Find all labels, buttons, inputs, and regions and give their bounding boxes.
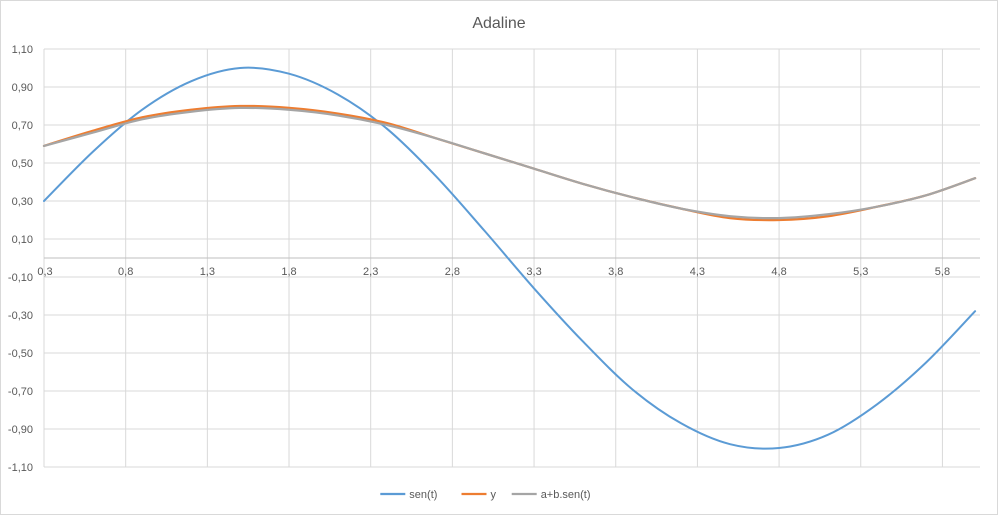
y-tick-label: 0,90 (12, 82, 33, 94)
y-tick-label: -0,70 (8, 386, 33, 398)
x-tick-label: 0,8 (118, 266, 133, 278)
x-axis-ticks: 0,3 0,8 1,3 1,8 2,3 2,8 3,3 3,8 4,3 4,8 5,3 5,8 (37, 266, 950, 278)
chart-title: Adaline (472, 15, 525, 32)
gridlines (43, 48, 980, 468)
x-tick-label: 4,3 (690, 266, 705, 278)
y-tick-label: -0,30 (8, 310, 33, 322)
series-line-2 (42, 106, 977, 220)
legend: sen(t) y a+b.sen(t) (380, 489, 591, 501)
y-axis-ticks: 1,10 0,90 0,70 0,50 0,30 0,10 -0,10 -0,30 -0,50 -… (8, 44, 33, 474)
y-tick-label: 0,50 (12, 158, 33, 170)
x-tick-label: 3,3 (526, 266, 541, 278)
series-line-0 (43, 66, 977, 450)
series-lines (42, 66, 977, 450)
x-tick-label: 5,8 (935, 266, 950, 278)
legend-label: sen(t) (409, 489, 437, 501)
y-tick-label: 0,70 (12, 120, 33, 132)
y-tick-label: -1,10 (8, 462, 33, 474)
x-tick-label: 2,8 (445, 266, 460, 278)
y-tick-label: 1,10 (12, 44, 33, 56)
x-tick-label: 0,3 (37, 266, 52, 278)
y-tick-label: -0,50 (8, 348, 33, 360)
y-tick-label: 0,30 (12, 196, 33, 208)
x-tick-label: 1,3 (200, 266, 215, 278)
legend-label: y (491, 489, 497, 501)
y-tick-label: -0,10 (8, 272, 33, 284)
x-tick-label: 3,8 (608, 266, 623, 278)
y-tick-label: 0,10 (12, 234, 33, 246)
y-tick-label: -0,90 (8, 424, 33, 436)
x-tick-label: 1,8 (281, 266, 296, 278)
x-tick-label: 2,3 (363, 266, 378, 278)
legend-label: a+b.sen(t) (541, 489, 591, 501)
x-tick-label: 5,3 (853, 266, 868, 278)
x-tick-label: 4,8 (771, 266, 786, 278)
